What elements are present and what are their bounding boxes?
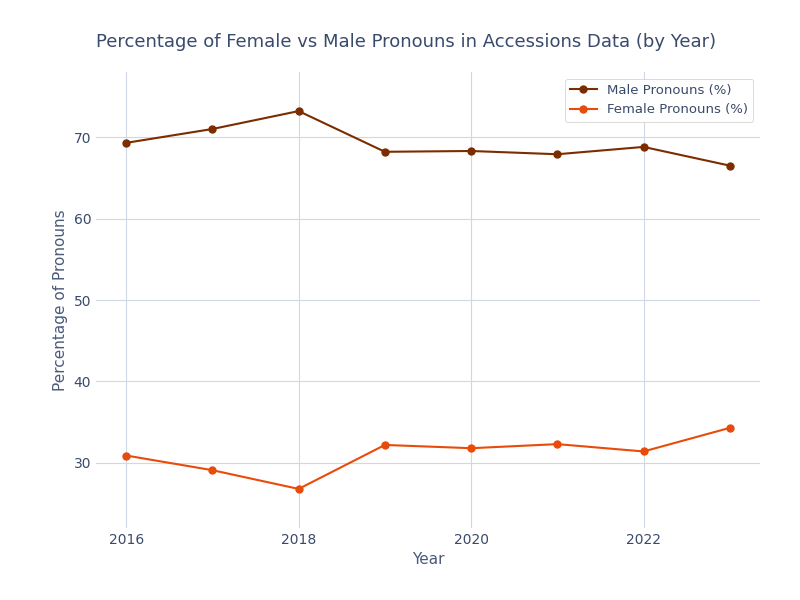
Female Pronouns (%) <box>553 440 562 448</box>
Line: Male Pronouns (%): Male Pronouns (%) <box>122 107 734 169</box>
Female Pronouns (%) <box>725 424 734 431</box>
Y-axis label: Percentage of Pronouns: Percentage of Pronouns <box>53 209 68 391</box>
Male Pronouns (%) <box>725 162 734 169</box>
Legend: Male Pronouns (%), Female Pronouns (%): Male Pronouns (%), Female Pronouns (%) <box>565 79 754 122</box>
Female Pronouns (%) <box>638 448 648 455</box>
Female Pronouns (%) <box>466 445 476 452</box>
Line: Female Pronouns (%): Female Pronouns (%) <box>122 424 734 493</box>
Male Pronouns (%) <box>466 148 476 155</box>
Male Pronouns (%) <box>380 148 390 155</box>
Female Pronouns (%) <box>294 485 303 493</box>
Male Pronouns (%) <box>294 107 303 115</box>
Male Pronouns (%) <box>208 125 218 133</box>
Male Pronouns (%) <box>122 139 131 146</box>
Female Pronouns (%) <box>380 442 390 449</box>
Female Pronouns (%) <box>122 452 131 459</box>
Male Pronouns (%) <box>553 151 562 158</box>
X-axis label: Year: Year <box>412 553 444 568</box>
Male Pronouns (%) <box>638 143 648 151</box>
Female Pronouns (%) <box>208 467 218 474</box>
Text: Percentage of Female vs Male Pronouns in Accessions Data (by Year): Percentage of Female vs Male Pronouns in… <box>96 33 716 51</box>
